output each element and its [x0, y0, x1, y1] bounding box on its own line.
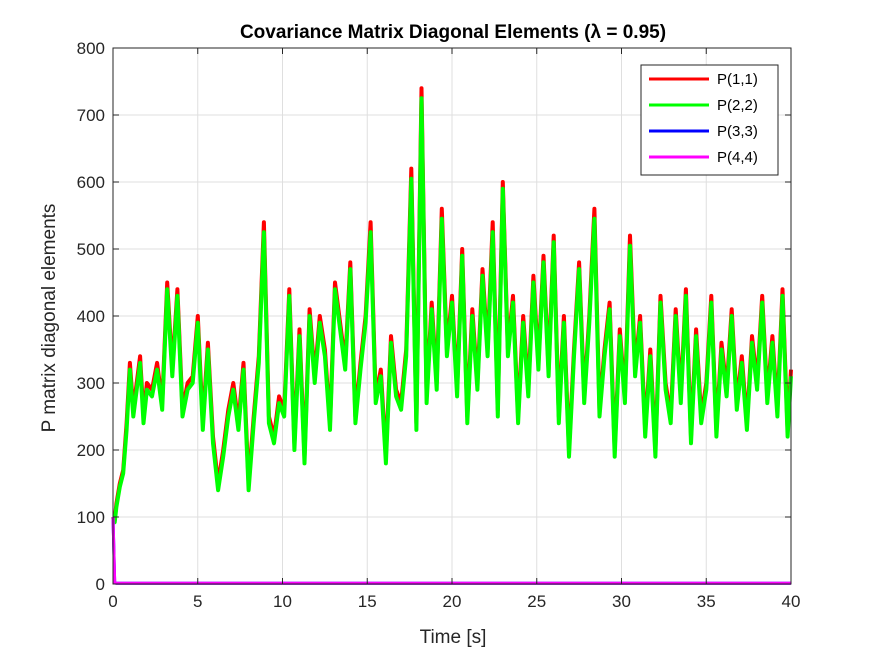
x-tick-label: 25 [527, 592, 546, 611]
series-line-p-1-1 [111, 86, 793, 523]
x-tick-label: 5 [193, 592, 202, 611]
ticks: 0 5 10 15 20 25 30 35 40010020030040050060070080… [77, 39, 801, 611]
series-lines [111, 86, 793, 585]
y-tick-label: 200 [77, 441, 105, 460]
y-axis-label: P matrix diagonal elements [39, 204, 60, 433]
x-axis-label: Time [s] [420, 627, 487, 648]
legend-label: P(3,3) [717, 123, 758, 140]
legend-label: P(1,1) [717, 71, 758, 88]
y-tick-label: 300 [77, 374, 105, 393]
y-tick-label: 100 [77, 508, 105, 527]
y-tick-label: 700 [77, 106, 105, 125]
x-tick-label: 0 [108, 592, 117, 611]
y-tick-label: 500 [77, 240, 105, 259]
legend-label: P(2,2) [717, 97, 758, 114]
x-tick-label: 40 [782, 592, 801, 611]
x-tick-label: 20 [443, 592, 462, 611]
y-tick-label: 0 [96, 575, 105, 594]
x-tick-label: 30 [612, 592, 631, 611]
y-tick-label: 400 [77, 307, 105, 326]
legend: P(1,1) P(2,2) P(3,3) P(4,4) [640, 64, 779, 176]
series-line-p-2-2 [111, 96, 793, 525]
y-tick-label: 800 [77, 39, 105, 58]
x-tick-label: 15 [358, 592, 377, 611]
x-tick-label: 10 [273, 592, 292, 611]
legend-label: P(4,4) [717, 149, 758, 166]
series-line-p-4-4 [111, 516, 791, 585]
x-tick-label: 35 [697, 592, 716, 611]
chart-title: Covariance Matrix Diagonal Elements (λ =… [240, 22, 666, 43]
y-tick-label: 600 [77, 173, 105, 192]
